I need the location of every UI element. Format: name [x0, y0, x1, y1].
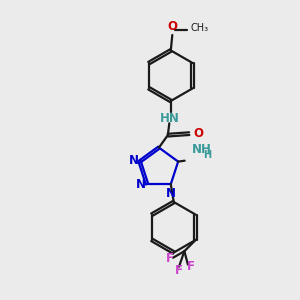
Text: F: F	[174, 264, 182, 277]
Text: CH₃: CH₃	[190, 23, 208, 33]
Text: N: N	[136, 178, 146, 191]
Text: N: N	[166, 187, 176, 200]
Text: H: H	[203, 150, 211, 160]
Text: N: N	[129, 154, 139, 166]
Text: NH: NH	[192, 142, 212, 156]
Text: HN: HN	[159, 112, 179, 125]
Text: O: O	[167, 20, 177, 33]
Text: O: O	[193, 127, 203, 140]
Text: F: F	[166, 252, 174, 265]
Text: F: F	[187, 260, 195, 274]
